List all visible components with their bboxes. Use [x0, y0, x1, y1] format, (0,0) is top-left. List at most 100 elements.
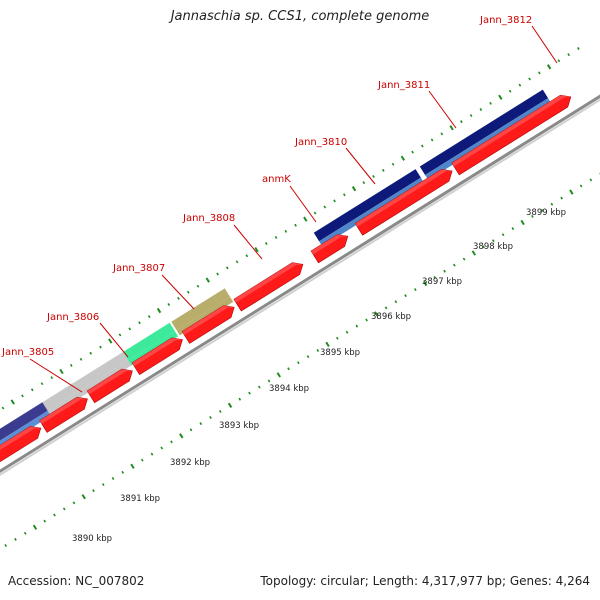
cds-arrow-highlight [132, 337, 183, 367]
tick-mark [430, 138, 434, 142]
scale-label: 3899 kbp [526, 208, 566, 218]
tick-mark [508, 89, 512, 93]
tick-mark [303, 216, 308, 222]
tick-mark [150, 452, 154, 456]
cds-arrow [0, 426, 42, 463]
tick-mark [492, 239, 495, 243]
tick-mark [179, 433, 184, 439]
tick-mark [411, 150, 414, 154]
tick-mark [69, 363, 73, 367]
tick-mark [511, 227, 515, 231]
feature-block [419, 89, 549, 175]
tick-mark [189, 428, 193, 432]
scale-label: 3897 kbp [422, 277, 462, 287]
feature-block [42, 351, 129, 411]
tick-mark [381, 168, 385, 172]
tick-mark [287, 367, 290, 371]
callout-line [161, 274, 195, 310]
callout-line [289, 185, 317, 223]
tick-mark [471, 250, 477, 256]
feature-block [313, 169, 421, 242]
tick-mark [550, 202, 554, 206]
tick-mark [218, 409, 222, 413]
cds-arrow [451, 94, 572, 176]
tick-mark [245, 254, 249, 258]
feature-track[interactable] [0, 89, 552, 496]
gene-label-anmk: anmK [262, 174, 291, 185]
tick-mark [264, 242, 268, 246]
outer-tick-row [1, 47, 580, 410]
tick-mark [391, 162, 395, 166]
tick-mark [335, 336, 339, 340]
scale-label: 3892 kbp [170, 458, 210, 468]
tick-mark [196, 284, 200, 288]
tick-mark [518, 83, 522, 87]
genome-summary-text: Topology: circular; Length: 4,317,977 bp… [260, 574, 590, 588]
tick-mark [4, 544, 8, 547]
tick-mark [274, 235, 278, 239]
tick-mark [186, 290, 190, 294]
tick-mark [1, 406, 5, 410]
tick-mark [482, 245, 485, 249]
tick-mark [227, 402, 233, 408]
genome-backbone-shadow [0, 98, 600, 476]
tick-mark [313, 211, 317, 215]
tick-mark [342, 193, 346, 197]
cds-arrow-highlight [355, 169, 453, 227]
tick-mark [489, 101, 492, 105]
feature-block [0, 402, 48, 441]
tick-mark [170, 440, 173, 444]
tick-mark [156, 307, 162, 314]
scale-label: 3890 kbp [72, 534, 112, 544]
tick-mark [501, 233, 505, 237]
tick-mark [413, 288, 417, 292]
tick-mark [32, 524, 38, 530]
tick-mark [23, 531, 27, 535]
tick-mark [177, 296, 180, 300]
callout-line [428, 90, 457, 129]
tick-mark [540, 208, 544, 212]
tick-mark [569, 189, 574, 195]
gene-label-jann_3806: Jann_3806 [46, 312, 99, 323]
gene-label-jann_3810: Jann_3810 [294, 137, 347, 148]
tick-mark [238, 397, 242, 401]
tick-mark [118, 333, 122, 337]
tick-mark [469, 114, 473, 118]
tick-mark [138, 321, 141, 325]
tick-mark [21, 394, 24, 398]
tick-mark [147, 315, 151, 319]
tick-mark [443, 269, 446, 273]
tick-mark [374, 311, 379, 317]
tick-mark [372, 175, 375, 178]
gene-label-jann_3812: Jann_3812 [479, 15, 532, 26]
tick-mark [199, 422, 203, 426]
gene-label-jann_3811: Jann_3811 [377, 80, 430, 91]
scale-label: 3895 kbp [320, 348, 360, 358]
tick-mark [140, 458, 144, 462]
tick-mark [345, 330, 349, 334]
tick-mark [365, 318, 368, 322]
tick-mark [10, 399, 15, 405]
tick-mark [316, 349, 320, 352]
callout-line [99, 322, 129, 358]
tick-mark [276, 372, 281, 378]
kbp-scale: 3890 kbp 3891 kbp 3892 kbp 3893 kbp 3894 kbp… [72, 208, 566, 544]
inner-tick-row [4, 172, 600, 547]
gene-label-jann_3807: Jann_3807 [112, 263, 165, 274]
tick-mark [538, 71, 541, 75]
tick-mark [14, 537, 17, 541]
tick-mark [254, 246, 259, 253]
cds-track[interactable] [0, 94, 572, 508]
tick-mark [248, 391, 251, 395]
tick-mark [460, 120, 463, 124]
tick-mark [160, 446, 164, 450]
tick-mark [284, 229, 288, 233]
tick-mark [89, 351, 93, 355]
tick-mark [167, 302, 171, 306]
tick-mark [50, 376, 54, 380]
tick-mark [267, 379, 271, 383]
cds-arrow-highlight [311, 234, 348, 255]
tick-mark [323, 205, 327, 209]
tick-mark [43, 519, 47, 523]
